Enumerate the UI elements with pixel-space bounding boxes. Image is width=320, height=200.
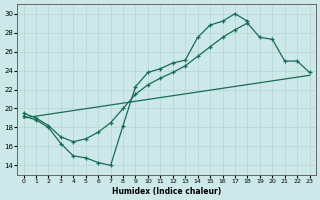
- X-axis label: Humidex (Indice chaleur): Humidex (Indice chaleur): [112, 187, 221, 196]
